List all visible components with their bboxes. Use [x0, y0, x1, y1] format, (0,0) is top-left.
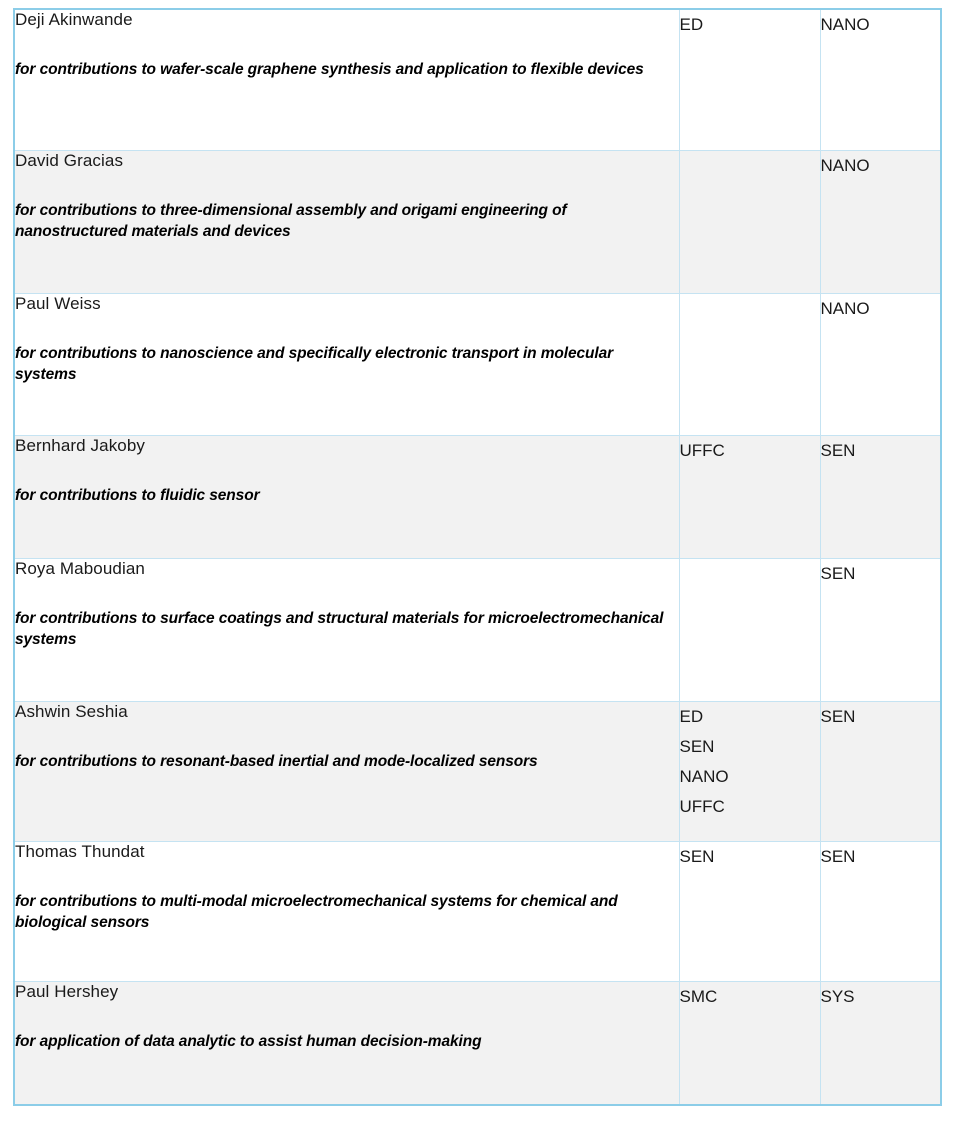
cell-nominating-societies	[678, 558, 821, 702]
table-row: David Gracias for contributions to three-…	[13, 150, 942, 294]
cell-nominating-societies: UFFC	[678, 435, 821, 559]
cell-nominating-societies: ED	[678, 8, 821, 151]
fellow-name: David Gracias	[15, 151, 124, 170]
cell-evaluating-society: SEN	[819, 701, 942, 842]
cell-evaluating-society: NANO	[819, 8, 942, 151]
fellow-name: Deji Akinwande	[15, 10, 133, 29]
table-row: Paul Hershey for application of data anal…	[13, 981, 942, 1106]
cell-nominating-societies: ED SEN NANO UFFC	[678, 701, 821, 842]
cell-evaluating-society: SEN	[819, 558, 942, 702]
cell-name-citation: David Gracias for contributions to three-…	[13, 150, 680, 294]
table-row: Paul Weiss for contributions to nanoscien…	[13, 293, 942, 436]
fellow-name: Bernhard Jakoby	[15, 436, 146, 455]
evaluating-society-code: NANO	[820, 299, 870, 318]
fellow-citation: for contributions to wafer-scale graphen…	[15, 61, 644, 78]
cell-name-citation: Bernhard Jakoby for contributions to flui…	[13, 435, 680, 559]
cell-evaluating-society: NANO	[819, 150, 942, 294]
nominating-society-code: UFFC	[679, 797, 725, 816]
fellow-citation: for contributions to three-dimensional a…	[15, 202, 567, 240]
evaluating-society-code: SEN	[820, 847, 856, 866]
fellow-citation: for contributions to fluidic sensor	[15, 487, 260, 504]
cell-evaluating-society: NANO	[819, 293, 942, 436]
fellow-name: Paul Hershey	[15, 982, 119, 1001]
cell-evaluating-society: SYS	[819, 981, 942, 1106]
cell-nominating-societies: SEN	[678, 841, 821, 982]
evaluating-society-code: SEN	[820, 441, 856, 460]
nominating-society-code: SMC	[679, 987, 718, 1006]
cell-evaluating-society: SEN	[819, 435, 942, 559]
fellow-name: Roya Maboudian	[15, 559, 145, 578]
cell-name-citation: Paul Weiss for contributions to nanoscien…	[13, 293, 680, 436]
cell-name-citation: Thomas Thundat for contributions to multi…	[13, 841, 680, 982]
cell-evaluating-society: SEN	[819, 841, 942, 982]
cell-nominating-societies	[678, 150, 821, 294]
nominating-society-code: SEN	[679, 737, 715, 756]
fellow-citation: for application of data analytic to assi…	[15, 1033, 482, 1050]
table-row: Bernhard Jakoby for contributions to flui…	[13, 435, 942, 559]
nominating-society-code: ED	[679, 15, 704, 34]
fellow-name: Thomas Thundat	[15, 842, 145, 861]
fellow-citation: for contributions to resonant-based iner…	[15, 753, 538, 770]
nominating-society-code: UFFC	[679, 441, 725, 460]
evaluating-society-code: SYS	[820, 987, 855, 1006]
table-row: Roya Maboudian for contributions to surfa…	[13, 558, 942, 702]
nominating-society-code: ED	[679, 707, 704, 726]
cell-nominating-societies	[678, 293, 821, 436]
cell-name-citation: Deji Akinwande for contributions to wafer…	[13, 8, 680, 151]
table-row: Ashwin Seshia for contributions to resona…	[13, 701, 942, 842]
evaluating-society-code: SEN	[820, 564, 856, 583]
cell-name-citation: Ashwin Seshia for contributions to resona…	[13, 701, 680, 842]
fellow-citation: for contributions to surface coatings an…	[15, 610, 664, 648]
nominating-society-code: NANO	[679, 767, 729, 786]
table-row: Deji Akinwande for contributions to wafer…	[13, 8, 942, 151]
table-row: Thomas Thundat for contributions to multi…	[13, 841, 942, 982]
fellows-citation-table: Deji Akinwande for contributions to wafer…	[13, 8, 942, 1106]
cell-name-citation: Roya Maboudian for contributions to surfa…	[13, 558, 680, 702]
evaluating-society-code: NANO	[820, 15, 870, 34]
fellow-name: Paul Weiss	[15, 294, 101, 313]
evaluating-society-code: SEN	[820, 707, 856, 726]
evaluating-society-code: NANO	[820, 156, 870, 175]
nominating-society-code: SEN	[679, 847, 715, 866]
fellow-citation: for contributions to multi-modal microel…	[15, 893, 618, 931]
cell-name-citation: Paul Hershey for application of data anal…	[13, 981, 680, 1106]
fellow-citation: for contributions to nanoscience and spe…	[15, 345, 614, 383]
fellow-name: Ashwin Seshia	[15, 702, 128, 721]
cell-nominating-societies: SMC	[678, 981, 821, 1106]
table-body: Deji Akinwande for contributions to wafer…	[13, 8, 942, 1106]
